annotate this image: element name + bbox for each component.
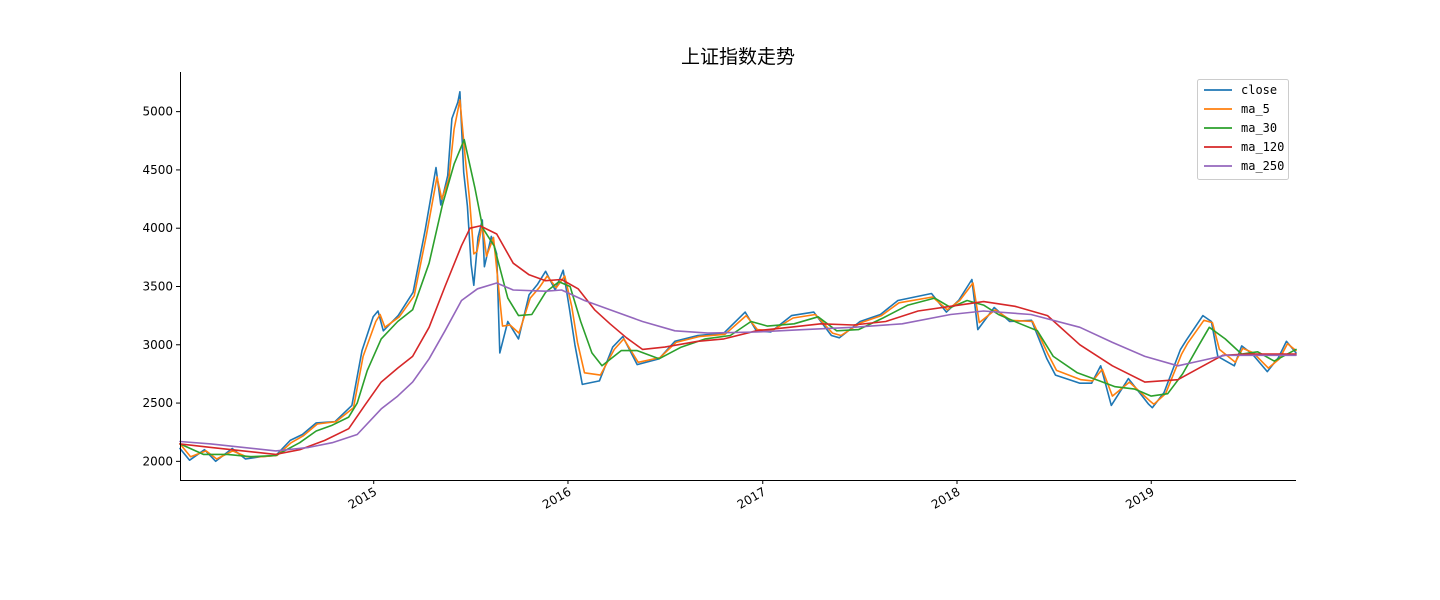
series-line-close [179,91,1297,463]
axes-layer [180,72,1296,481]
x-tick-label: 2019 [1123,484,1156,511]
y-tick-label: 2000 [142,454,173,468]
y-tick-label: 4500 [142,163,173,177]
series-line-ma-250 [179,282,1297,452]
x-tick-label: 2015 [346,484,379,511]
x-tick-label: 2017 [735,484,768,511]
series-layer [179,91,1297,463]
series-line-ma-120 [179,225,1297,456]
series-line-ma-30 [179,138,1297,458]
y-tick-label: 2500 [142,396,173,410]
legend-label-ma-250: ma_250 [1241,159,1284,173]
y-tick-label: 3500 [142,279,173,293]
legend-box [1197,79,1289,180]
y-tick-label: 4000 [142,221,173,235]
y-tick-label: 3000 [142,338,173,352]
x-tick-label: 2018 [929,484,962,511]
chart-title: 上证指数走势 [681,46,795,68]
y-tick-label: 5000 [142,105,173,119]
legend-label-ma-120: ma_120 [1241,140,1284,154]
series-line-ma-5 [179,99,1297,460]
legend-label-ma-5: ma_5 [1241,102,1270,116]
legend-label-close: close [1241,83,1277,97]
legend-label-ma-30: ma_30 [1241,121,1277,135]
x-tick-label: 2016 [540,484,573,511]
legend: close ma_5 ma_30 ma_120 ma_250 [1197,79,1289,180]
